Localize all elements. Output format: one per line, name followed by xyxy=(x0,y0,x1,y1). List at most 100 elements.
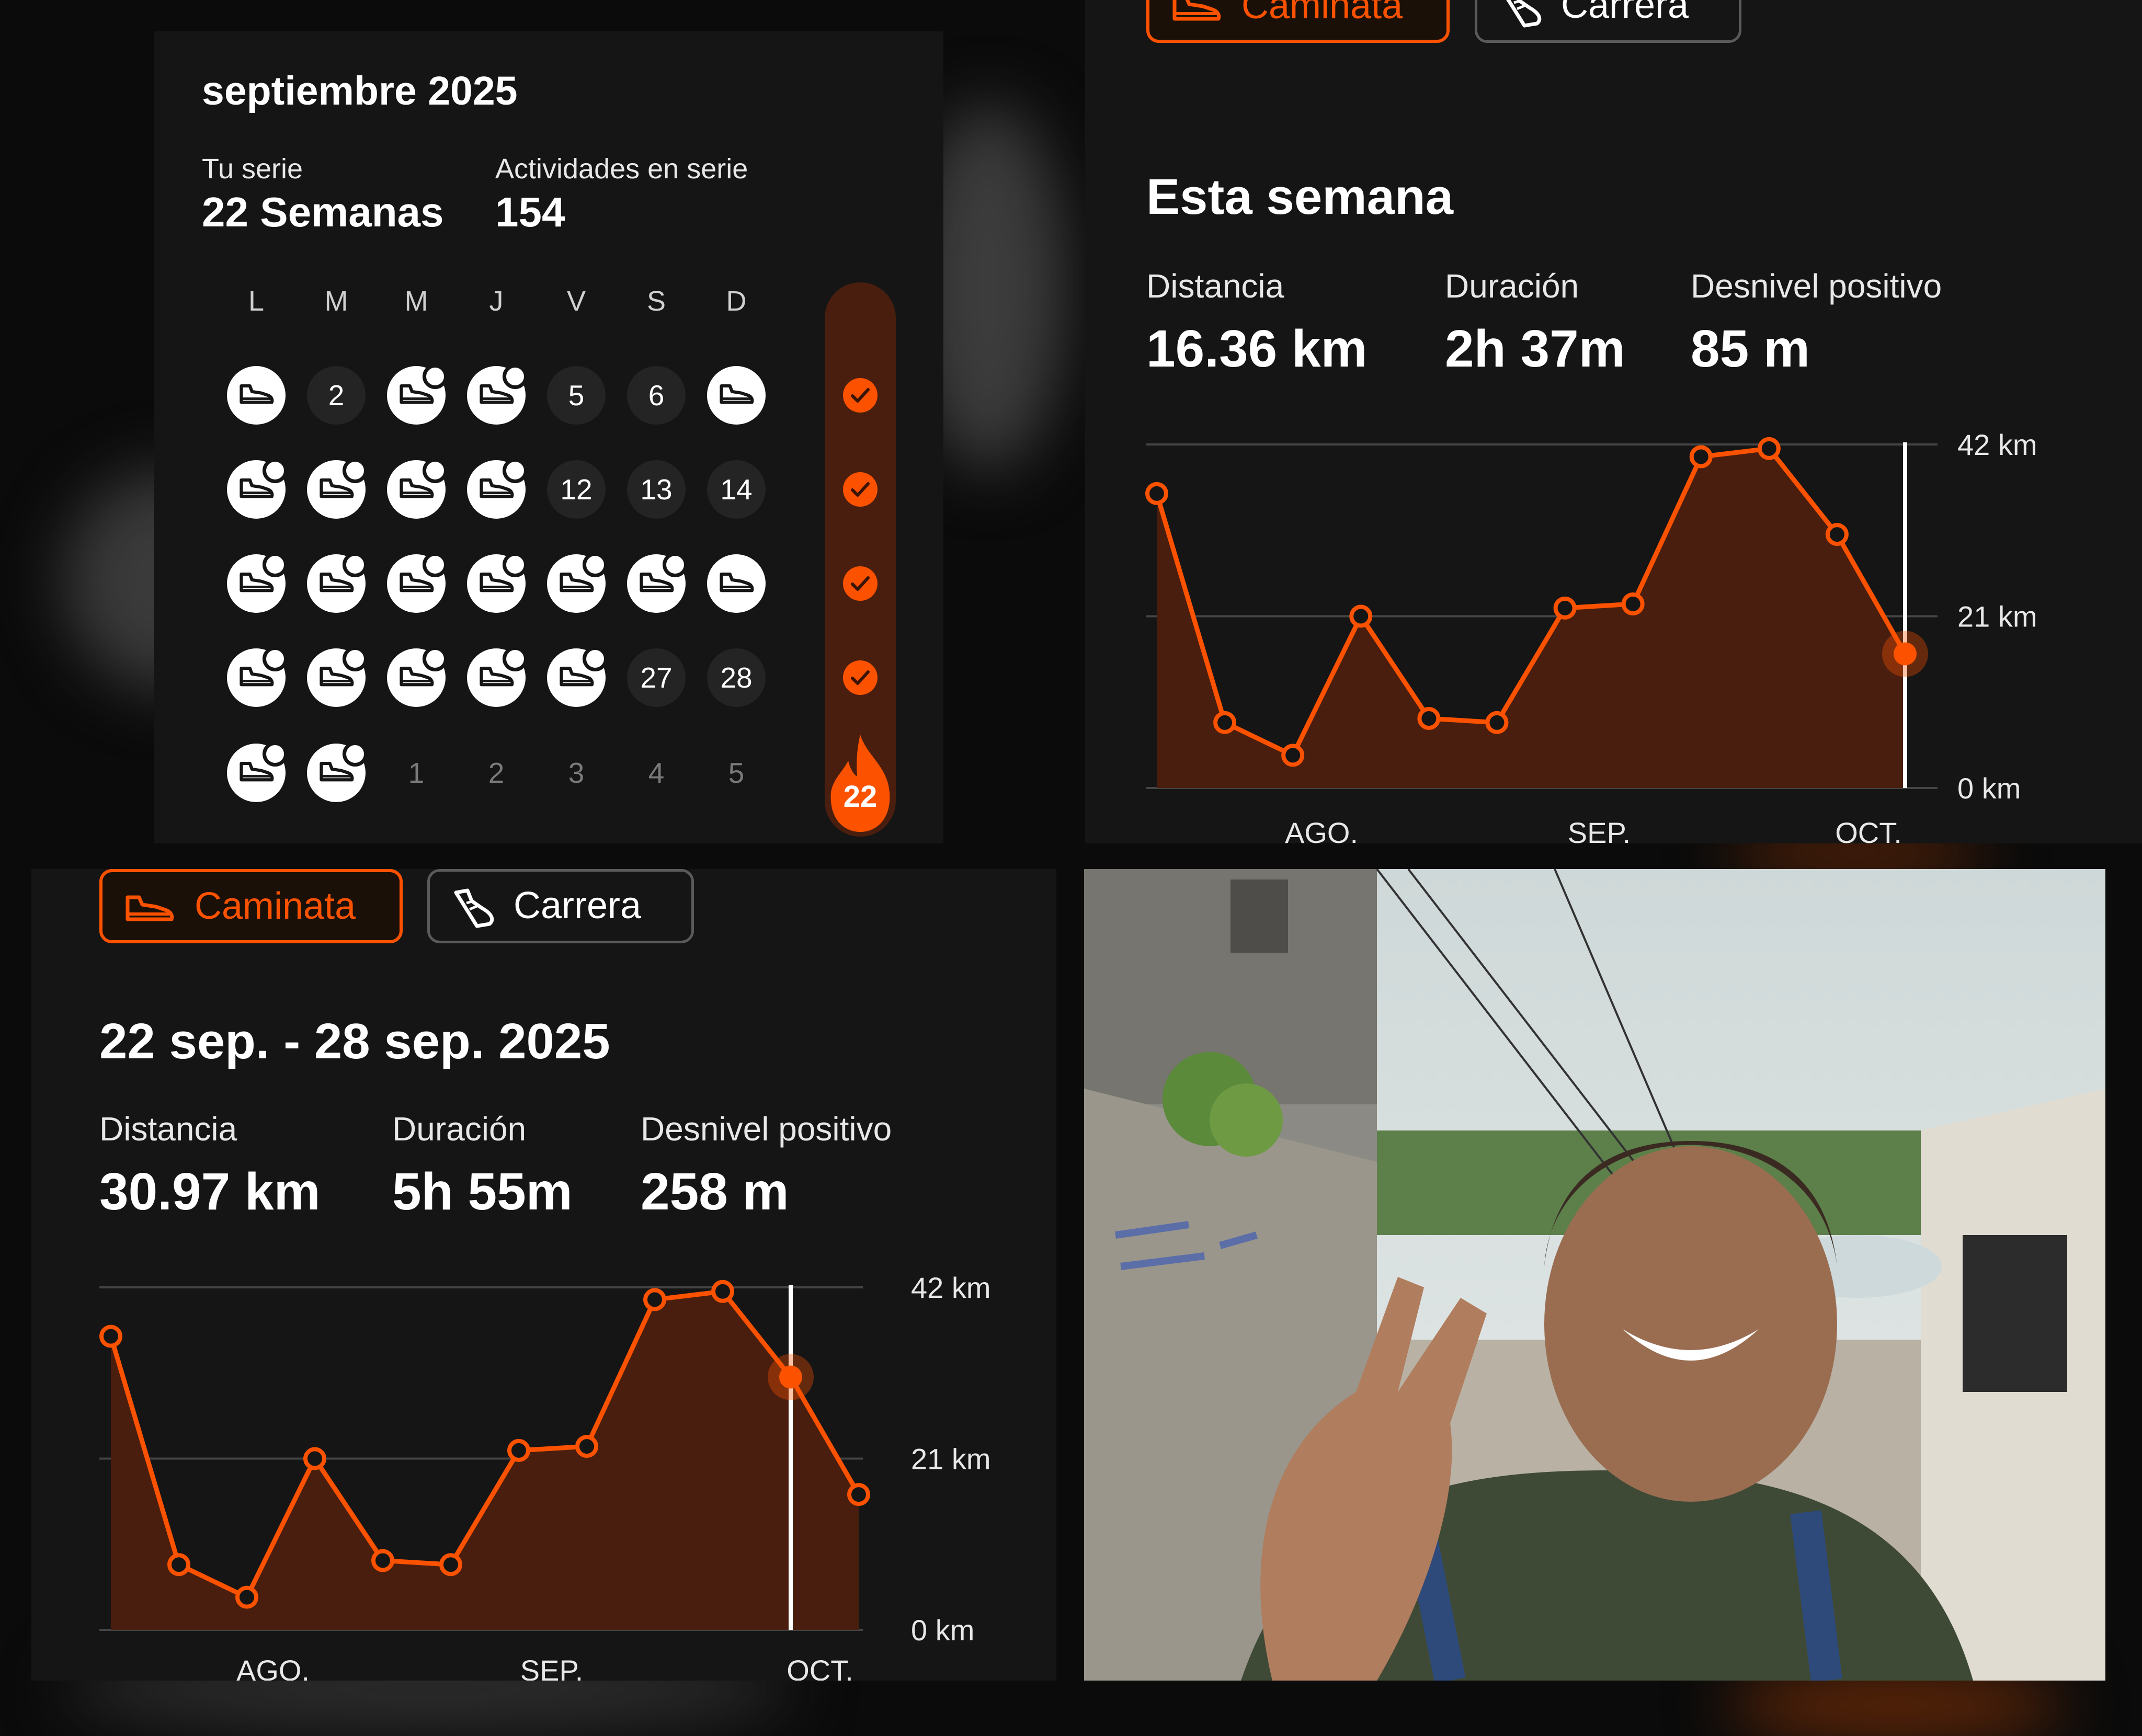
walk-shoe-icon xyxy=(480,384,514,404)
data-point xyxy=(847,1483,870,1506)
calendar-day-activity[interactable] xyxy=(307,458,368,519)
tab-caminata[interactable]: Caminata xyxy=(1146,0,1450,43)
stat-label: Duración xyxy=(392,1110,527,1148)
calendar-day[interactable]: 5 xyxy=(547,366,606,425)
multiple-activities-dot xyxy=(663,552,688,577)
calendar-day[interactable]: 27 xyxy=(627,648,686,707)
calendar-day[interactable]: 4 xyxy=(648,757,665,789)
data-point xyxy=(371,1549,394,1572)
walk-shoe-icon xyxy=(720,384,754,404)
range-summary-panel: Caminata Carrera 22 sep. - 28 sep. 2025 … xyxy=(31,869,1056,1681)
stat-label: Distancia xyxy=(99,1110,237,1148)
selected-point xyxy=(779,1365,802,1389)
calendar-day-activity[interactable] xyxy=(627,552,688,613)
multiple-activities-dot xyxy=(343,458,368,483)
calendar-day-activity[interactable] xyxy=(307,646,368,707)
weekday-label: M xyxy=(324,285,348,317)
y-tick-label: 21 km xyxy=(1957,600,2037,633)
data-point xyxy=(711,1280,734,1303)
calendar-day[interactable]: 14 xyxy=(707,460,766,519)
calendar-day-activity[interactable] xyxy=(227,741,288,802)
calendar-day-activity[interactable] xyxy=(227,366,286,425)
calendar-day[interactable]: 13 xyxy=(627,460,686,519)
walk-shoe-icon xyxy=(720,572,754,592)
data-point xyxy=(575,1435,598,1458)
multiple-activities-dot xyxy=(263,552,288,577)
calendar-day-activity[interactable] xyxy=(227,552,288,613)
data-point xyxy=(507,1438,530,1462)
walk-shoe-icon xyxy=(320,478,354,498)
calendar-day-activity[interactable] xyxy=(227,646,288,707)
calendar-day-activity[interactable] xyxy=(467,552,528,613)
streak-badge-number: 22 xyxy=(843,780,878,814)
walk-shoe-icon xyxy=(480,478,514,498)
calendar-day[interactable]: 2 xyxy=(488,757,505,789)
multiple-activities-dot xyxy=(263,458,288,483)
walk-shoe-icon xyxy=(400,666,434,687)
tab-caminata[interactable]: Caminata xyxy=(99,869,403,943)
x-tick-label: AGO. xyxy=(1285,816,1358,843)
weekday-label: D xyxy=(726,285,747,317)
streak-label: Tu serie xyxy=(202,153,303,185)
activities-label: Actividades en serie xyxy=(495,153,748,185)
calendar-day[interactable]: 3 xyxy=(568,757,585,789)
tab-carrera[interactable]: Carrera xyxy=(1475,0,1741,43)
multiple-activities-dot xyxy=(343,646,368,671)
multiple-activities-dot xyxy=(503,458,528,483)
walk-shoe-icon xyxy=(320,572,354,592)
calendar-day[interactable]: 2 xyxy=(307,366,366,425)
calendar-day[interactable]: 1 xyxy=(408,757,425,789)
calendar-day-activity[interactable] xyxy=(547,552,608,613)
flame-icon xyxy=(830,735,890,832)
calendar-day-activity[interactable] xyxy=(387,458,448,519)
calendar-day[interactable]: 6 xyxy=(627,366,686,425)
calendar-day-activity[interactable] xyxy=(227,458,288,519)
data-point xyxy=(1757,437,1781,460)
calendar-day[interactable]: 12 xyxy=(547,460,606,519)
calendar-day-activity[interactable] xyxy=(387,364,448,425)
calendar-day-activity[interactable] xyxy=(467,364,528,425)
weekday-label: V xyxy=(566,285,586,317)
y-tick-label: 42 km xyxy=(911,1271,991,1304)
multiple-activities-dot xyxy=(503,646,528,671)
data-point xyxy=(1349,604,1373,628)
weekday-label: L xyxy=(248,285,265,317)
chart-area xyxy=(1157,448,1905,788)
stat-value: 16.36 km xyxy=(1146,319,1368,378)
x-tick-label: SEP. xyxy=(1568,816,1631,843)
multiple-activities-dot xyxy=(503,552,528,577)
calendar-day-activity[interactable] xyxy=(307,552,368,613)
calendar-day-activity[interactable] xyxy=(467,458,528,519)
calendar-day-activity[interactable] xyxy=(707,366,766,425)
calendar-day-activity[interactable] xyxy=(387,552,448,613)
series-line xyxy=(1154,446,1907,758)
walk-shoe-icon xyxy=(400,478,434,498)
range-distance-chart[interactable]: 42 km 21 km 0 km AGO. SEP. OCT. xyxy=(31,869,1056,1681)
calendar-day[interactable]: 28 xyxy=(707,648,766,707)
calendar-day-activity[interactable] xyxy=(707,554,766,613)
week-complete-check-icon xyxy=(843,566,878,601)
data-point xyxy=(167,1553,190,1577)
data-point xyxy=(1145,482,1168,505)
streak-value: 22 Semanas xyxy=(202,189,444,235)
data-point xyxy=(643,1288,666,1311)
y-tick-label: 21 km xyxy=(911,1443,991,1476)
data-point xyxy=(1281,744,1305,767)
stat-value: 2h 37m xyxy=(1445,319,1625,378)
calendar-day-activity[interactable] xyxy=(467,646,528,707)
tab-caminata-label: Caminata xyxy=(195,885,356,927)
data-point xyxy=(1417,707,1441,730)
data-point xyxy=(303,1447,326,1470)
calendar-day-activity[interactable] xyxy=(307,741,368,802)
calendar-day[interactable]: 5 xyxy=(728,757,745,789)
week-distance-chart[interactable]: 42 km 21 km 0 km AGO. SEP. OCT. xyxy=(1085,0,2142,843)
walk-shoe-icon xyxy=(640,572,674,592)
calendar-day-activity[interactable] xyxy=(387,646,448,707)
calendar-month-title: septiembre 2025 xyxy=(202,68,518,113)
tab-carrera[interactable]: Carrera xyxy=(427,869,694,943)
range-title: 22 sep. - 28 sep. 2025 xyxy=(99,1013,610,1069)
calendar-day-activity[interactable] xyxy=(547,646,608,707)
walk-shoe-icon xyxy=(480,572,514,592)
multiple-activities-dot xyxy=(343,741,368,767)
data-point xyxy=(1213,711,1237,734)
